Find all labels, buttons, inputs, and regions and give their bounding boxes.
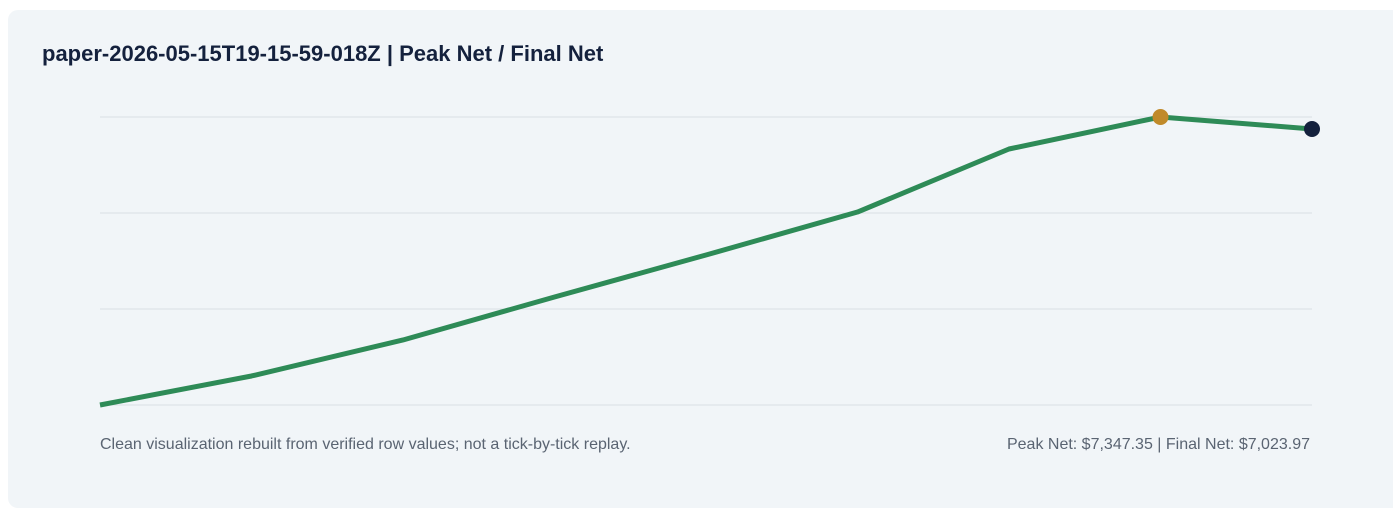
peak-marker bbox=[1152, 109, 1169, 125]
summary: Peak Net: $7,347.35 | Final Net: $7,023.… bbox=[1007, 436, 1310, 453]
chart-title: paper-2026-05-15T19-15-59-018Z | Peak Ne… bbox=[42, 41, 604, 66]
final-marker bbox=[1304, 120, 1320, 137]
note: Clean visualization rebuilt from verifie… bbox=[100, 436, 631, 453]
net-line bbox=[99, 114, 1313, 408]
